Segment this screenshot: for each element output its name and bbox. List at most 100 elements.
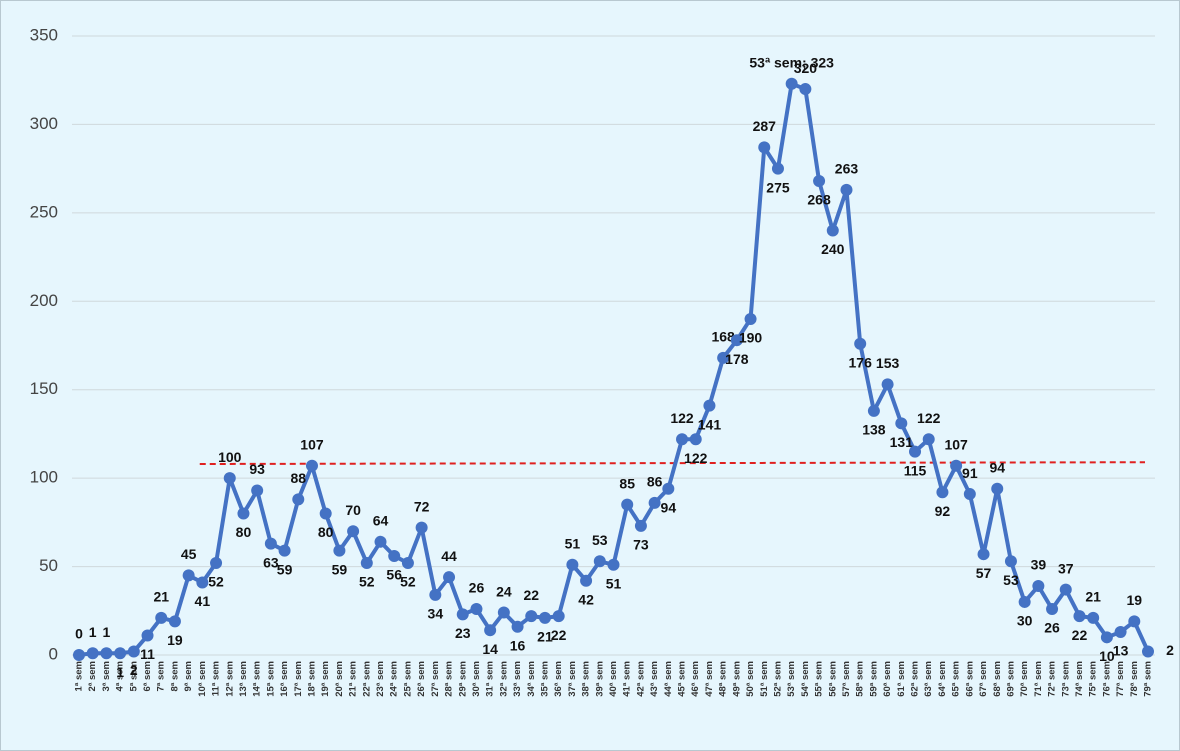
data-label: 26 — [469, 580, 485, 596]
marker — [730, 334, 743, 347]
data-label: 107 — [300, 436, 324, 452]
marker — [771, 162, 784, 175]
x-tick-label: 51ª sem — [759, 661, 770, 697]
y-tick-label: 350 — [30, 25, 58, 44]
marker — [744, 312, 757, 325]
x-tick-label: 22ª sem — [361, 661, 372, 697]
x-tick-label: 30ª sem — [471, 661, 482, 697]
marker — [1128, 615, 1141, 628]
x-tick-label: 60ª sem — [882, 661, 893, 697]
marker — [634, 519, 647, 532]
data-label: 10 — [1099, 648, 1115, 664]
marker — [538, 611, 551, 624]
marker — [1073, 610, 1086, 623]
x-tick-label: 43ª sem — [649, 661, 660, 697]
x-tick-label: 32ª sem — [498, 661, 509, 697]
marker — [552, 610, 565, 623]
marker — [401, 557, 414, 570]
x-tick-label: 76ª sem — [1101, 661, 1112, 697]
y-tick-label: 100 — [30, 468, 58, 487]
data-label: 16 — [510, 637, 526, 653]
data-label: 45 — [181, 546, 197, 562]
marker — [840, 183, 853, 196]
data-label: 122 — [917, 410, 941, 426]
x-tick-label: 66ª sem — [964, 661, 975, 697]
marker — [936, 486, 949, 499]
marker — [1046, 603, 1059, 616]
data-label: 122 — [670, 410, 694, 426]
x-tick-label: 42ª sem — [635, 661, 646, 697]
marker — [785, 77, 798, 90]
x-tick-label: 57ª sem — [841, 661, 852, 697]
marker — [689, 433, 702, 446]
marker — [210, 557, 223, 570]
marker — [1100, 631, 1113, 644]
marker — [703, 399, 716, 412]
data-label: 176 — [849, 354, 873, 370]
data-label: 287 — [753, 118, 777, 134]
data-label: 92 — [935, 503, 951, 519]
marker — [758, 141, 771, 154]
x-tick-label: 45ª sem — [677, 661, 688, 697]
data-label: 138 — [862, 422, 886, 438]
x-tick-label: 37ª sem — [567, 661, 578, 697]
x-tick-label: 18ª sem — [307, 661, 318, 697]
data-label: 21 — [1085, 589, 1101, 605]
data-label: 73 — [633, 537, 649, 553]
x-tick-label: 14ª sem — [252, 661, 263, 697]
x-tick-label: 15ª sem — [265, 661, 276, 697]
x-tick-label: 77ª sem — [1115, 661, 1126, 697]
x-tick-label: 16ª sem — [279, 661, 290, 697]
data-label: 19 — [167, 632, 183, 648]
data-label: 240 — [821, 241, 845, 257]
x-tick-label: 36ª sem — [553, 661, 564, 697]
data-label: 44 — [441, 548, 457, 564]
marker — [676, 433, 689, 446]
data-label: 19 — [1127, 592, 1143, 608]
marker — [854, 337, 867, 350]
x-tick-label: 74ª sem — [1074, 661, 1085, 697]
data-label: 178 — [725, 351, 749, 367]
data-label: 1 — [103, 624, 111, 640]
data-label: 22 — [551, 627, 567, 643]
data-label: 100 — [218, 449, 242, 465]
data-label: 14 — [482, 641, 498, 657]
data-label: 53 — [1003, 572, 1019, 588]
data-label: 52 — [400, 574, 416, 590]
data-label: 52 — [208, 574, 224, 590]
x-tick-label: 25ª sem — [402, 661, 413, 697]
data-label: 131 — [890, 434, 914, 450]
marker — [717, 351, 730, 364]
marker — [621, 498, 634, 511]
data-label: 94 — [661, 499, 677, 515]
marker — [813, 175, 826, 188]
data-label: 56 — [386, 567, 402, 583]
marker — [497, 606, 510, 619]
data-label: 93 — [249, 461, 265, 477]
x-tick-label: 24ª sem — [389, 661, 400, 697]
data-label: 26 — [1044, 620, 1060, 636]
marker — [443, 571, 456, 584]
x-tick-label: 1ª sem — [74, 661, 85, 691]
data-label: 64 — [373, 513, 389, 529]
marker — [991, 482, 1004, 495]
marker — [114, 647, 127, 660]
data-label: 59 — [277, 561, 293, 577]
y-tick-label: 0 — [49, 644, 58, 663]
x-tick-label: 3ª sem — [101, 661, 112, 691]
data-label: 168 — [711, 329, 735, 345]
x-tick-label: 12ª sem — [224, 661, 235, 697]
x-tick-label: 52ª sem — [772, 661, 783, 697]
data-label: 115 — [904, 462, 927, 478]
reference-line — [199, 461, 1146, 465]
data-label: 24 — [496, 583, 512, 599]
marker — [251, 484, 264, 497]
data-label: 21 — [537, 629, 553, 645]
x-tick-label: 4ª sem — [115, 661, 126, 691]
marker — [963, 488, 976, 501]
marker — [580, 574, 593, 587]
x-tick-label: 20ª sem — [334, 661, 345, 697]
x-tick-label: 67ª sem — [978, 661, 989, 697]
x-tick-label: 75ª sem — [1088, 661, 1099, 697]
